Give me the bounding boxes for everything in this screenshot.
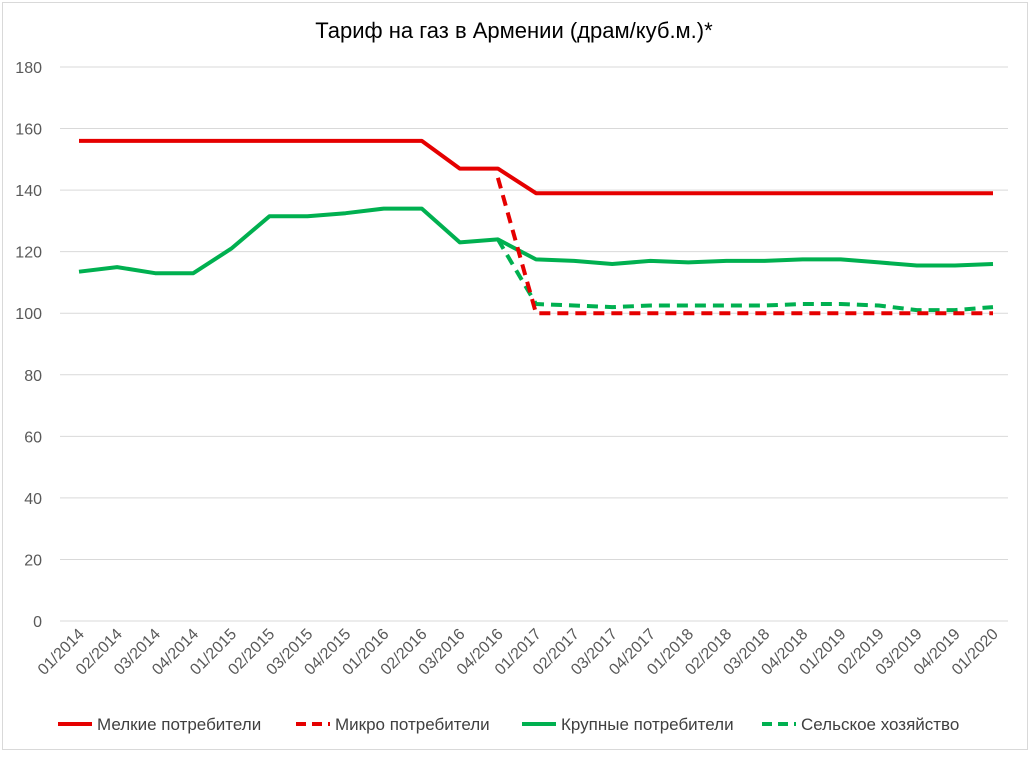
- y-tick-label: 40: [24, 491, 42, 508]
- legend-label: Сельское хозяйство: [801, 715, 959, 734]
- series-lines: [78, 138, 994, 316]
- x-axis-ticks: 01/201402/201403/201404/201401/201502/20…: [35, 626, 1002, 679]
- series-line: [78, 206, 994, 276]
- gridlines: [60, 66, 1008, 622]
- y-tick-label: 140: [15, 183, 42, 200]
- y-tick-label: 0: [33, 614, 42, 631]
- y-tick-label: 120: [15, 245, 42, 262]
- series-line: [495, 177, 993, 316]
- y-tick-label: 180: [15, 60, 42, 77]
- y-tick-label: 100: [15, 306, 42, 323]
- chart-frame: [2, 2, 1028, 750]
- y-tick-label: 160: [15, 122, 42, 139]
- chart-title: Тариф на газ в Армении (драм/куб.м.)*: [315, 18, 713, 43]
- legend-label: Мелкие потребители: [97, 715, 261, 734]
- legend-label: Крупные потребители: [561, 715, 734, 734]
- y-tick-label: 60: [24, 429, 42, 446]
- y-tick-label: 80: [24, 368, 42, 385]
- y-axis-ticks: 0 20 40 60 80 100 120 140 160 180: [15, 60, 42, 631]
- legend: Мелкие потребители Микро потребители Крупн…: [58, 715, 959, 734]
- series-line: [496, 238, 994, 313]
- legend-label: Микро потребители: [335, 715, 490, 734]
- series-line: [79, 138, 993, 196]
- y-tick-label: 20: [24, 552, 42, 569]
